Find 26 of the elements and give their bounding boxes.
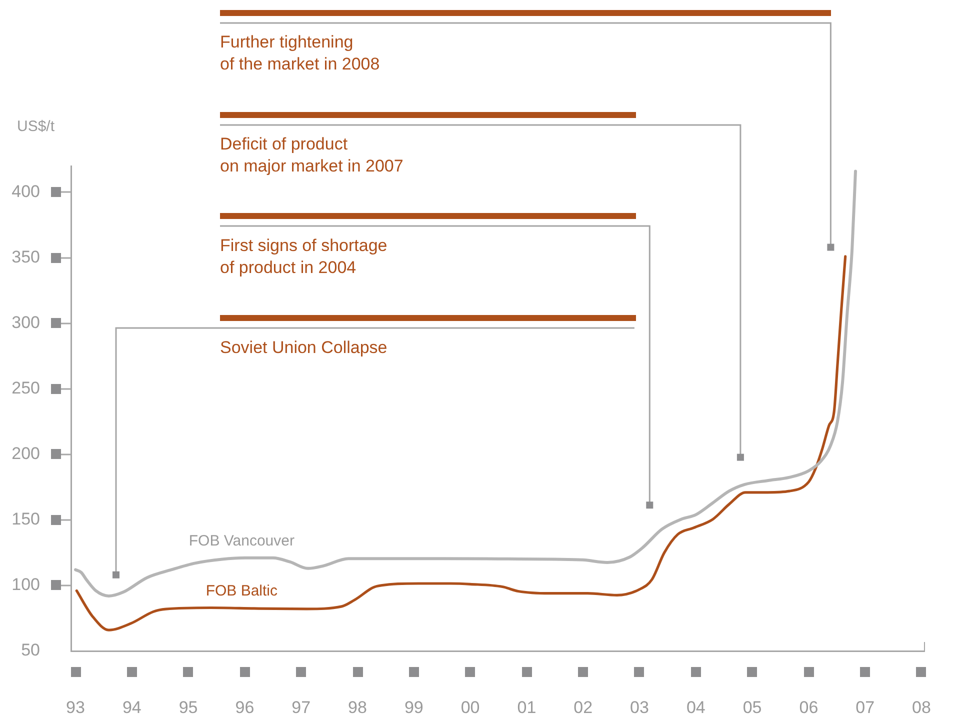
x-tick-label: 07 [856, 698, 875, 717]
x-tick-label: 06 [799, 698, 818, 717]
x-tick-label: 95 [178, 698, 198, 717]
y-tick-label: 100 [12, 575, 40, 594]
x-tick-label: 03 [630, 698, 649, 717]
x-tick-label: 01 [517, 698, 536, 717]
y-tick-label: 400 [12, 182, 40, 201]
x-tick-label: 94 [122, 698, 142, 717]
x-tick-label: 00 [460, 698, 480, 717]
x-tick-label: 98 [348, 698, 367, 717]
y-tick-label: 200 [12, 444, 40, 464]
y-tick-label: 150 [12, 510, 40, 529]
y-tick-label: 50 [21, 640, 40, 660]
y-tick-label: 300 [12, 312, 40, 332]
x-tick-label: 93 [66, 698, 85, 717]
y-tick-label: 250 [12, 378, 40, 398]
x-tick-label: 08 [912, 698, 931, 717]
x-tick-label: 96 [235, 698, 254, 717]
x-tick-label: 02 [574, 698, 593, 717]
x-tick-label: 04 [686, 698, 706, 717]
x-tick-label: 99 [404, 698, 424, 717]
x-tick-label: 97 [292, 698, 311, 717]
series-label: FOB Baltic [206, 582, 278, 600]
y-tick-label: 350 [12, 247, 40, 266]
x-tick-label: 05 [742, 698, 762, 717]
y-axis-title: US$/t [17, 118, 56, 136]
